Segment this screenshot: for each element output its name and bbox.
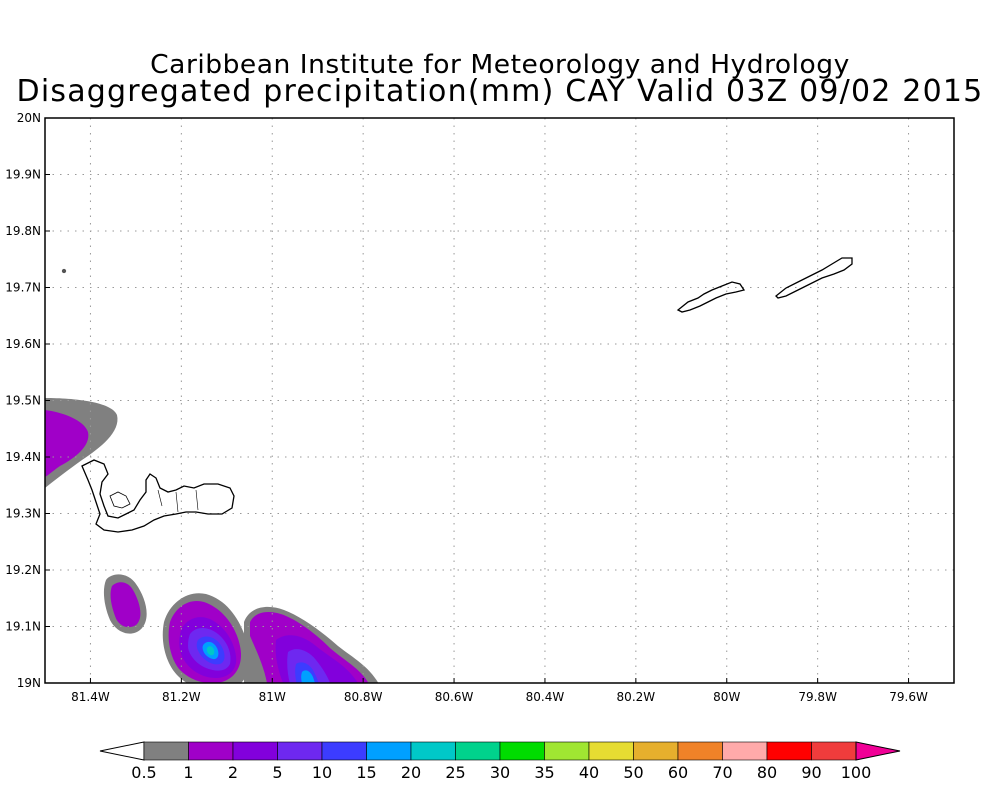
lat-tick-label: 19.5N <box>5 394 41 408</box>
colorbar-swatch <box>188 741 234 761</box>
colorbar-swatch <box>143 741 189 761</box>
lon-tick-label: 79.6W <box>889 690 928 704</box>
lon-tick-label: 80.4W <box>526 690 565 704</box>
colorbar-label: 0.5 <box>131 763 156 782</box>
chart-title: Caribbean Institute for Meteorology and … <box>150 50 850 80</box>
colorbar-label: 25 <box>445 763 465 782</box>
island-islet <box>61 268 67 274</box>
lon-tick-label: 80W <box>713 690 740 704</box>
colorbar-swatch <box>677 741 723 761</box>
colorbar-swatch-high <box>855 741 901 761</box>
colorbar-swatch <box>499 741 545 761</box>
colorbar-label: 5 <box>272 763 282 782</box>
lat-tick-label: 19.3N <box>5 507 41 521</box>
colorbar-swatch <box>366 741 412 761</box>
colorbar-swatch <box>766 741 812 761</box>
lat-tick-label: 19.1N <box>5 620 41 634</box>
colorbar-label: 60 <box>668 763 688 782</box>
colorbar-swatch <box>232 741 278 761</box>
lat-tick-label: 19.8N <box>5 224 41 238</box>
colorbar-swatch <box>633 741 679 761</box>
lon-tick-label: 81.4W <box>71 690 110 704</box>
colorbar-label: 30 <box>490 763 510 782</box>
colorbar-label: 35 <box>534 763 554 782</box>
colorbar-label: 40 <box>579 763 599 782</box>
colorbar-swatch <box>811 741 857 761</box>
lat-tick-label: 19.9N <box>5 168 41 182</box>
precip-cell-small-core <box>110 582 141 628</box>
island-cayman-brac <box>775 257 853 299</box>
colorbar-label: 20 <box>401 763 421 782</box>
lat-tick-label: 19.2N <box>5 563 41 577</box>
latitude-ticks: 19N 19.1N 19.2N 19.3N 19.4N 19.5N 19.6N 19.7N 19… <box>5 111 50 690</box>
colorbar-swatch <box>588 741 634 761</box>
colorbar-label: 80 <box>757 763 777 782</box>
island-grand-cayman-districts <box>157 489 199 513</box>
lon-tick-label: 79.8W <box>798 690 837 704</box>
lon-tick-label: 80.2W <box>617 690 656 704</box>
island-little-cayman <box>676 281 746 313</box>
colorbar-swatch-low <box>99 741 145 761</box>
precip-cell-west-core <box>45 410 89 477</box>
colorbar-swatch <box>277 741 323 761</box>
colorbar-label: 15 <box>356 763 376 782</box>
lat-tick-label: 19.6N <box>5 337 41 351</box>
island-grand-cayman-sound <box>109 491 131 509</box>
colorbar-swatch <box>321 741 367 761</box>
colorbar-label: 10 <box>312 763 332 782</box>
precipitation-field <box>45 398 379 683</box>
colorbar-label: 100 <box>841 763 872 782</box>
precip-cell-east-l5 <box>301 670 315 683</box>
map-grid <box>45 118 954 683</box>
island-outlines <box>61 257 853 533</box>
colorbar-label: 1 <box>183 763 193 782</box>
chart-subtitle: Disaggregated precipitation(mm) CAY Vali… <box>16 74 984 109</box>
lat-tick-label: 19.4N <box>5 450 41 464</box>
colorbar-swatch <box>455 741 501 761</box>
lon-tick-label: 81W <box>259 690 286 704</box>
lat-tick-label: 19.7N <box>5 281 41 295</box>
colorbar-label: 50 <box>623 763 643 782</box>
lat-tick-label: 20N <box>17 111 41 125</box>
lon-tick-label: 80.8W <box>344 690 383 704</box>
colorbar-swatch <box>722 741 768 761</box>
lon-tick-label: 81.2W <box>162 690 201 704</box>
colorbar-swatch <box>410 741 456 761</box>
colorbar-swatch <box>544 741 590 761</box>
colorbar: 0.5 1 2 5 10 15 20 25 30 35 40 50 60 70 80 90 100 <box>99 741 901 782</box>
colorbar-label: 90 <box>801 763 821 782</box>
longitude-ticks: 81.4W 81.2W 81W 80.8W 80.6W 80.4W 80.2W 80W 79.8… <box>71 678 928 704</box>
precip-cell-central-l6 <box>206 646 215 656</box>
lon-tick-label: 80.6W <box>435 690 474 704</box>
colorbar-label: 70 <box>712 763 732 782</box>
colorbar-label: 2 <box>228 763 238 782</box>
lat-tick-label: 19N <box>17 676 41 690</box>
island-grand-cayman <box>81 459 235 533</box>
